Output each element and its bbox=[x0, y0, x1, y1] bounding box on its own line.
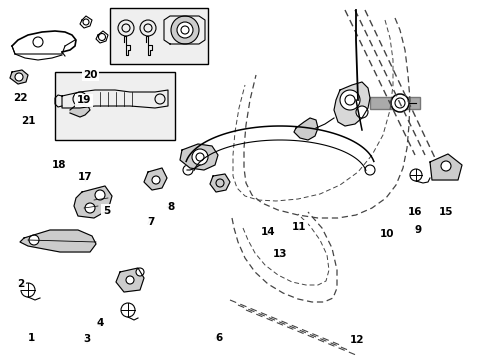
Text: 7: 7 bbox=[146, 217, 154, 228]
Text: 4: 4 bbox=[96, 318, 104, 328]
Polygon shape bbox=[74, 186, 112, 218]
Circle shape bbox=[440, 161, 450, 171]
Polygon shape bbox=[10, 70, 28, 84]
Text: 22: 22 bbox=[13, 93, 28, 103]
Text: 21: 21 bbox=[21, 116, 36, 126]
Circle shape bbox=[121, 303, 135, 317]
Text: 10: 10 bbox=[379, 229, 394, 239]
Polygon shape bbox=[143, 168, 167, 190]
Text: 6: 6 bbox=[215, 333, 222, 343]
Text: 17: 17 bbox=[78, 172, 93, 182]
Polygon shape bbox=[209, 174, 229, 192]
Text: 9: 9 bbox=[414, 225, 421, 235]
Text: 11: 11 bbox=[291, 222, 306, 232]
Polygon shape bbox=[293, 118, 317, 140]
Circle shape bbox=[85, 203, 95, 213]
Circle shape bbox=[390, 94, 408, 112]
Polygon shape bbox=[333, 82, 369, 126]
Polygon shape bbox=[116, 268, 143, 292]
Circle shape bbox=[95, 190, 105, 200]
Text: 5: 5 bbox=[103, 206, 110, 216]
Text: 8: 8 bbox=[167, 202, 174, 212]
Polygon shape bbox=[180, 144, 218, 170]
Circle shape bbox=[126, 276, 134, 284]
Text: 13: 13 bbox=[272, 249, 286, 259]
FancyBboxPatch shape bbox=[110, 8, 207, 64]
Text: 3: 3 bbox=[83, 334, 90, 344]
Text: 14: 14 bbox=[260, 227, 275, 237]
Text: 19: 19 bbox=[77, 95, 91, 105]
Text: 20: 20 bbox=[83, 70, 98, 80]
Text: 18: 18 bbox=[51, 160, 66, 170]
Polygon shape bbox=[429, 154, 461, 180]
Circle shape bbox=[409, 169, 421, 181]
FancyBboxPatch shape bbox=[369, 97, 419, 109]
Circle shape bbox=[355, 106, 367, 118]
Text: 12: 12 bbox=[349, 335, 364, 345]
Circle shape bbox=[177, 22, 193, 38]
Circle shape bbox=[15, 73, 23, 81]
FancyBboxPatch shape bbox=[55, 72, 175, 140]
Circle shape bbox=[152, 176, 160, 184]
Text: 2: 2 bbox=[17, 279, 24, 289]
Circle shape bbox=[171, 16, 199, 44]
Circle shape bbox=[29, 235, 39, 245]
Text: 15: 15 bbox=[438, 207, 452, 217]
Text: 16: 16 bbox=[407, 207, 421, 217]
Circle shape bbox=[136, 268, 143, 276]
Circle shape bbox=[192, 149, 207, 165]
Text: 1: 1 bbox=[28, 333, 35, 343]
Circle shape bbox=[339, 90, 359, 110]
Circle shape bbox=[21, 283, 35, 297]
Polygon shape bbox=[70, 104, 90, 117]
Polygon shape bbox=[20, 230, 96, 252]
